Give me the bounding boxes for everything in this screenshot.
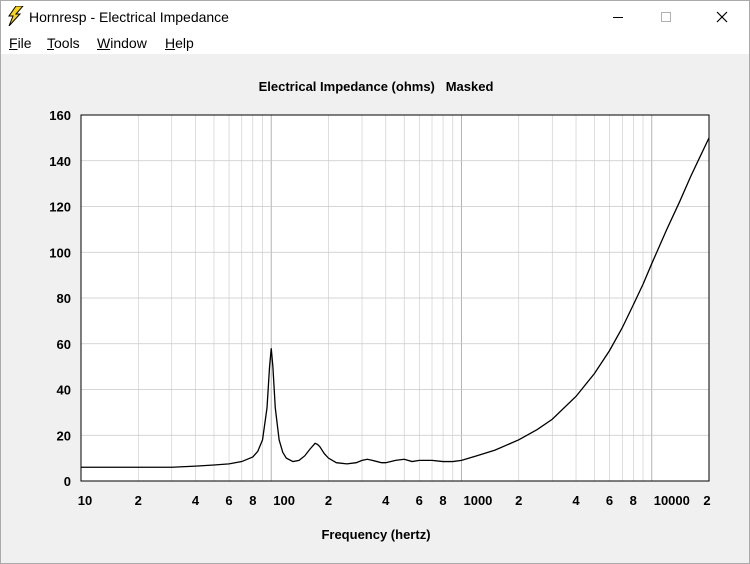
x-tick-label: 1000 bbox=[463, 493, 492, 508]
menu-help[interactable]: Help bbox=[165, 35, 194, 51]
y-tick-label: 80 bbox=[57, 291, 71, 306]
x-tick-label: 4 bbox=[572, 493, 580, 508]
chart-panel: Electrical Impedance (ohms) Masked 0 20 40… bbox=[1, 54, 749, 563]
y-tick-label: 20 bbox=[57, 428, 71, 443]
lightning-bolt-icon bbox=[7, 5, 25, 27]
minimize-button[interactable] bbox=[595, 1, 641, 32]
y-tick-label: 160 bbox=[49, 108, 71, 123]
x-axis: 10 2 4 6 8 100 2 4 6 8 1000 2 4 6 8 10000 2 bbox=[78, 493, 711, 508]
x-tick-label: 10 bbox=[78, 493, 92, 508]
menu-tools[interactable]: Tools bbox=[47, 35, 80, 51]
y-tick-label: 100 bbox=[49, 245, 71, 260]
x-axis-label: Frequency (hertz) bbox=[321, 527, 430, 542]
y-tick-label: 140 bbox=[49, 154, 71, 169]
minimize-icon bbox=[612, 11, 624, 23]
title-bar[interactable]: Hornresp - Electrical Impedance bbox=[1, 1, 749, 32]
x-tick-label: 4 bbox=[382, 493, 390, 508]
menu-bar: File Tools Window Help bbox=[1, 32, 749, 54]
x-tick-label: 2 bbox=[325, 493, 332, 508]
x-tick-label: 6 bbox=[416, 493, 423, 508]
y-axis: 0 20 40 60 80 100 120 140 160 bbox=[49, 108, 71, 489]
plot-frame bbox=[80, 114, 710, 482]
x-tick-label: 4 bbox=[192, 493, 200, 508]
menu-window[interactable]: Window bbox=[97, 35, 147, 51]
x-tick-label: 2 bbox=[703, 493, 710, 508]
x-tick-label: 6 bbox=[606, 493, 613, 508]
x-tick-label: 2 bbox=[515, 493, 522, 508]
x-tick-label: 8 bbox=[630, 493, 637, 508]
grid-lines bbox=[81, 115, 709, 481]
x-tick-label: 8 bbox=[439, 493, 446, 508]
x-tick-label: 2 bbox=[135, 493, 142, 508]
chart-title: Electrical Impedance (ohms) Masked bbox=[259, 79, 494, 94]
x-tick-label: 100 bbox=[273, 493, 295, 508]
impedance-curve bbox=[81, 137, 710, 468]
x-tick-label: 10000 bbox=[654, 493, 690, 508]
y-tick-label: 120 bbox=[49, 200, 71, 215]
x-tick-label: 8 bbox=[249, 493, 256, 508]
window-title: Hornresp - Electrical Impedance bbox=[29, 9, 229, 25]
y-tick-label: 60 bbox=[57, 337, 71, 352]
close-icon bbox=[716, 11, 728, 23]
menu-file[interactable]: File bbox=[9, 35, 32, 51]
maximize-icon bbox=[660, 11, 672, 23]
y-tick-label: 0 bbox=[64, 474, 71, 489]
close-button[interactable] bbox=[699, 1, 745, 32]
y-tick-label: 40 bbox=[57, 383, 71, 398]
x-tick-label: 6 bbox=[225, 493, 232, 508]
maximize-button[interactable] bbox=[643, 1, 689, 32]
impedance-chart: Electrical Impedance (ohms) Masked 02040… bbox=[49, 79, 711, 542]
